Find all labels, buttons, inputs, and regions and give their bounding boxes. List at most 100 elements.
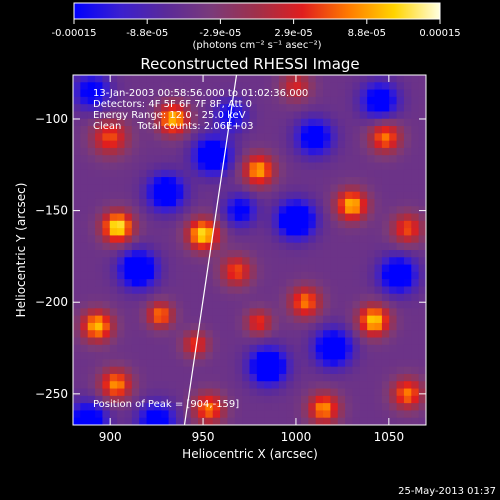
- heatmap-cell: [124, 118, 133, 127]
- heatmap-cell: [131, 315, 140, 324]
- heatmap-cell: [183, 228, 192, 237]
- heatmap-cell: [175, 403, 184, 412]
- heatmap-cell: [205, 162, 214, 171]
- heatmap-cell: [183, 337, 192, 346]
- heatmap-cell: [345, 104, 354, 113]
- heatmap-cell: [374, 388, 383, 397]
- heatmap-cell: [168, 242, 177, 251]
- heatmap-cell: [153, 381, 162, 390]
- heatmap-cell: [315, 126, 324, 134]
- heatmap-cell: [278, 75, 287, 83]
- heatmap-cell: [117, 220, 126, 229]
- heatmap-cell: [403, 162, 412, 171]
- heatmap-cell: [345, 250, 354, 258]
- heatmap-cell: [264, 220, 273, 229]
- heatmap-cell: [146, 315, 155, 324]
- heatmap-cell: [234, 308, 243, 317]
- heatmap-cell: [286, 315, 295, 324]
- heatmap-cell: [381, 206, 390, 215]
- heatmap-cell: [403, 257, 412, 266]
- heatmap-cell: [367, 140, 376, 149]
- heatmap-cell: [374, 235, 383, 244]
- heatmap-cell: [418, 162, 426, 171]
- heatmap-cell: [175, 111, 184, 120]
- heatmap-cell: [124, 257, 133, 266]
- heatmap-cell: [308, 344, 317, 353]
- heatmap-cell: [403, 395, 412, 404]
- heatmap-cell: [411, 162, 420, 171]
- heatmap-cell: [403, 352, 412, 360]
- heatmap-cell: [381, 82, 390, 91]
- heatmap-cell: [131, 417, 140, 425]
- heatmap-cell: [389, 147, 398, 156]
- heatmap-cell: [73, 293, 81, 302]
- heatmap-cell: [411, 315, 420, 324]
- heatmap-cell: [367, 264, 376, 273]
- heatmap-cell: [220, 177, 229, 185]
- heatmap-cell: [396, 118, 405, 127]
- heatmap-cell: [389, 286, 398, 295]
- heatmap-cell: [411, 82, 420, 91]
- heatmap-cell: [330, 133, 339, 142]
- heatmap-cell: [403, 322, 412, 331]
- heatmap-cell: [80, 228, 89, 237]
- heatmap-cell: [249, 96, 258, 105]
- heatmap-cell: [308, 89, 317, 98]
- heatmap-cell: [286, 286, 295, 295]
- heatmap-cell: [175, 206, 184, 215]
- heatmap-cell: [242, 250, 251, 258]
- heatmap-cell: [330, 169, 339, 178]
- heatmap-cell: [323, 126, 331, 134]
- heatmap-cell: [300, 111, 309, 120]
- heatmap-cell: [256, 184, 265, 193]
- heatmap-cell: [80, 155, 89, 164]
- heatmap-cell: [396, 330, 405, 339]
- heatmap-cell: [359, 169, 368, 178]
- heatmap-cell: [109, 337, 118, 346]
- heatmap-cell: [234, 147, 243, 156]
- heatmap-cell: [95, 257, 104, 266]
- heatmap-cell: [227, 403, 236, 412]
- heatmap-cell: [168, 395, 177, 404]
- heatmap-cell: [367, 147, 376, 156]
- heatmap-cell: [205, 352, 214, 360]
- heatmap-cell: [153, 75, 162, 83]
- heatmap-cell: [227, 242, 236, 251]
- heatmap-cell: [95, 140, 104, 149]
- heatmap-cell: [352, 271, 361, 280]
- heatmap-cell: [139, 242, 148, 251]
- heatmap-cell: [389, 220, 398, 229]
- heatmap-cell: [359, 293, 368, 302]
- heatmap-cell: [345, 133, 354, 142]
- heatmap-cell: [271, 126, 280, 134]
- heatmap-cell: [73, 250, 81, 258]
- heatmap-cell: [286, 228, 295, 237]
- heatmap-cell: [286, 417, 295, 425]
- heatmap-cell: [205, 133, 214, 142]
- heatmap-cell: [139, 315, 148, 324]
- heatmap-cell: [131, 352, 140, 360]
- heatmap-cell: [271, 388, 280, 397]
- heatmap-cell: [227, 322, 236, 331]
- heatmap-cell: [198, 206, 206, 215]
- heatmap-cell: [102, 366, 111, 375]
- heatmap-cell: [300, 381, 309, 390]
- heatmap-cell: [131, 82, 140, 91]
- heatmap-cell: [411, 96, 420, 105]
- heatmap-cell: [212, 410, 221, 419]
- heatmap-cell: [205, 147, 214, 156]
- heatmap-cell: [300, 315, 309, 324]
- heatmap-cell: [389, 330, 398, 339]
- heatmap-cell: [153, 242, 162, 251]
- heatmap-cell: [73, 322, 81, 331]
- heatmap-cell: [234, 140, 243, 149]
- heatmap-cell: [234, 352, 243, 360]
- heatmap-cell: [109, 228, 118, 237]
- heatmap-cell: [87, 388, 96, 397]
- heatmap-cell: [345, 417, 354, 425]
- heatmap-cell: [381, 344, 390, 353]
- heatmap-cell: [190, 82, 199, 91]
- heatmap-cell: [175, 366, 184, 375]
- heatmap-cell: [249, 373, 258, 382]
- heatmap-cell: [264, 388, 273, 397]
